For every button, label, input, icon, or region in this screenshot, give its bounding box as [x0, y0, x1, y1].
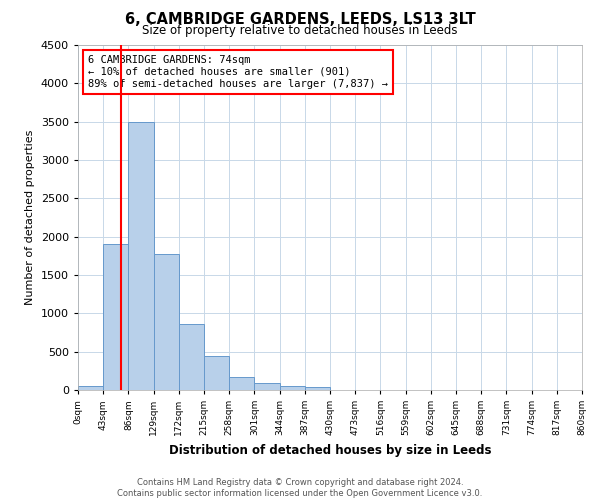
- Bar: [103, 244, 128, 390]
- Bar: [154, 254, 179, 390]
- Text: 6, CAMBRIDGE GARDENS, LEEDS, LS13 3LT: 6, CAMBRIDGE GARDENS, LEEDS, LS13 3LT: [125, 12, 475, 28]
- Bar: [254, 382, 280, 390]
- Text: Contains HM Land Registry data © Crown copyright and database right 2024.
Contai: Contains HM Land Registry data © Crown c…: [118, 478, 482, 498]
- Bar: [78, 386, 103, 390]
- Bar: [179, 324, 204, 390]
- X-axis label: Distribution of detached houses by size in Leeds: Distribution of detached houses by size …: [169, 444, 491, 456]
- Text: 6 CAMBRIDGE GARDENS: 74sqm
← 10% of detached houses are smaller (901)
89% of sem: 6 CAMBRIDGE GARDENS: 74sqm ← 10% of deta…: [88, 56, 388, 88]
- Bar: [204, 356, 229, 390]
- Y-axis label: Number of detached properties: Number of detached properties: [25, 130, 35, 305]
- Bar: [280, 386, 305, 390]
- Text: Size of property relative to detached houses in Leeds: Size of property relative to detached ho…: [142, 24, 458, 37]
- Bar: [229, 376, 254, 390]
- Bar: [305, 387, 330, 390]
- Bar: [128, 122, 154, 390]
